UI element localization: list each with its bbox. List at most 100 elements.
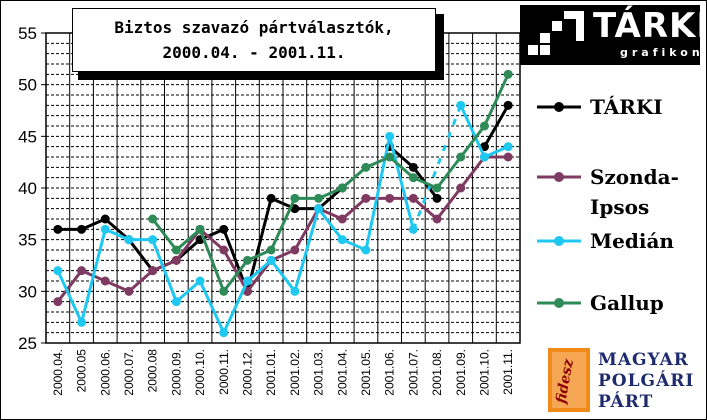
data-point <box>503 69 513 79</box>
fidesz-logo: fidesz MAGYAR POLGÁRI PÁRT <box>548 348 703 416</box>
y-tick-label: 40 <box>18 179 37 198</box>
data-point <box>408 193 418 203</box>
data-point <box>242 276 252 286</box>
y-tick-label: 45 <box>18 127 37 146</box>
data-point <box>100 224 110 234</box>
y-tick-label: 25 <box>18 334 37 353</box>
series-line <box>483 104 510 148</box>
data-point <box>100 276 110 286</box>
y-tick-label: 50 <box>18 76 37 95</box>
data-point <box>456 152 466 162</box>
tarki-stair-icon <box>528 11 584 55</box>
data-point <box>432 214 442 224</box>
data-point <box>408 224 418 234</box>
x-tick-label: 2000.06. <box>98 349 112 396</box>
data-point <box>77 266 87 276</box>
data-point <box>361 162 371 172</box>
series-line <box>56 155 509 303</box>
data-point <box>456 100 466 110</box>
fidesz-party-name: MAGYAR POLGÁRI PÁRT <box>598 350 694 413</box>
x-tick-label: 2001.08. <box>430 349 444 396</box>
x-tick-label: 2001.10. <box>477 349 491 396</box>
x-tick-label: 2000.09. <box>169 349 183 396</box>
fidesz-mark: fidesz <box>548 348 590 412</box>
data-point <box>53 266 63 276</box>
fidesz-mark-text: fidesz <box>553 357 577 406</box>
data-point <box>124 235 134 245</box>
x-tick-label: 2001.05. <box>359 349 373 396</box>
data-point <box>171 297 181 307</box>
x-tick-label: 2001.03. <box>312 349 326 396</box>
x-tick-label: 2001.02. <box>288 349 302 396</box>
y-tick-label: 30 <box>18 282 37 301</box>
legend-swatch <box>537 102 581 112</box>
data-point <box>503 100 513 110</box>
data-point <box>503 142 513 152</box>
data-point <box>195 276 205 286</box>
data-point <box>385 152 395 162</box>
y-tick-label: 55 <box>18 24 37 43</box>
legend-label: Medián <box>590 229 674 253</box>
series-line <box>151 73 510 293</box>
x-tick-label: 2000.08 <box>146 349 160 393</box>
legend-swatch <box>537 236 581 246</box>
party-name-line2: POLGÁRI <box>598 371 695 391</box>
data-point <box>432 183 442 193</box>
chart-title-box: Biztos szavazó pártválasztók, 2000.04. -… <box>72 8 436 72</box>
data-point <box>148 214 158 224</box>
tick-labels: 25 30 35 40 45 50 55 2000.04. 2000.05 2000.06. 200… <box>18 24 515 396</box>
data-point <box>385 193 395 203</box>
tarki-logo-word: TÁRKI <box>593 6 700 46</box>
data-point <box>337 235 347 245</box>
data-point <box>456 183 466 193</box>
data-point <box>266 255 276 265</box>
series-gallup <box>148 69 513 296</box>
series-lines <box>53 69 513 338</box>
data-point <box>266 245 276 255</box>
tarki-logo-sub: grafikon <box>620 46 700 59</box>
legend-label: Szonda- Ipsos <box>590 165 679 219</box>
data-point <box>100 214 110 224</box>
data-point <box>408 173 418 183</box>
x-tick-label: 2001.07. <box>406 349 420 396</box>
data-point <box>290 245 300 255</box>
data-point <box>432 193 442 203</box>
party-name-line1: MAGYAR <box>598 350 689 370</box>
party-name-line3: PÁRT <box>598 392 654 412</box>
x-tick-label: 2000.05 <box>75 349 89 393</box>
data-point <box>148 266 158 276</box>
legend-label: Gallup <box>590 291 664 315</box>
series-line <box>388 145 439 200</box>
x-tick-label: 2000.10. <box>193 349 207 396</box>
data-point <box>148 235 158 245</box>
data-point <box>219 328 229 338</box>
chart-title-line1: Biztos szavazó pártválasztók, <box>114 18 394 37</box>
x-tick-label: 2001.09. <box>454 349 468 396</box>
data-point <box>77 317 87 327</box>
x-tick-label: 2000.04. <box>51 349 65 396</box>
data-point <box>361 193 371 203</box>
data-point <box>219 286 229 296</box>
data-point <box>314 193 324 203</box>
tarki-logo: TÁRKI grafikon <box>520 5 700 65</box>
data-point <box>171 245 181 255</box>
series-medi-n <box>53 100 513 338</box>
data-point <box>242 255 252 265</box>
series-line <box>56 134 415 335</box>
y-tick-label: 35 <box>18 231 37 250</box>
data-point <box>408 162 418 172</box>
data-point <box>77 224 87 234</box>
x-tick-label: 2000.07. <box>122 349 136 396</box>
data-point <box>337 214 347 224</box>
data-point <box>385 131 395 141</box>
legend-swatch <box>537 298 581 308</box>
x-tick-label: 2001.11. <box>501 349 515 395</box>
series-szonda-ipsos <box>53 152 513 307</box>
data-point <box>314 204 324 214</box>
data-point <box>503 152 513 162</box>
legend-label: TÁRKI <box>590 95 663 119</box>
data-point <box>290 193 300 203</box>
data-point <box>479 121 489 131</box>
data-point <box>53 297 63 307</box>
